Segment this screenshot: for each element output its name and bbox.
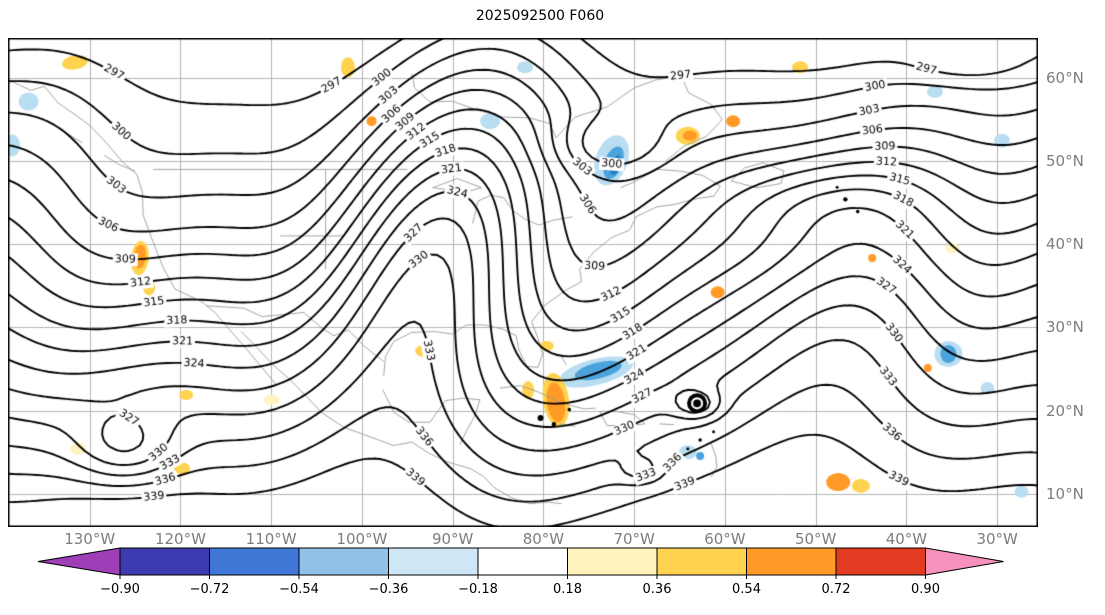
lon-tick-label: 80°W [522, 530, 565, 548]
colorbar-segment [119, 547, 210, 576]
colorbar-tick-label: 0.72 [821, 582, 851, 597]
colorbar-segment [388, 547, 479, 576]
colorbar-segment [477, 547, 568, 576]
colorbar-tick-label: −0.18 [458, 582, 498, 597]
colorbar-tick-label: −0.54 [279, 582, 319, 597]
lon-tick-label: 30°W [976, 530, 1018, 548]
colorbar-segment [209, 547, 300, 576]
colorbar-tick-label: 0.90 [911, 582, 940, 597]
figure-title: 2025092500 F060 [475, 8, 605, 24]
lat-tick-label: 40°N [1046, 235, 1084, 254]
lat-tick-label: 60°N [1046, 68, 1084, 87]
colorbar-segment [746, 547, 837, 576]
lon-tick-label: 90°W [431, 530, 474, 548]
lat-tick-label: 30°N [1046, 318, 1084, 337]
colorbar-tick-label: 0.54 [732, 582, 761, 597]
colorbar-tick-label: 0.18 [553, 582, 582, 597]
lon-tick-label: 50°W [794, 530, 837, 548]
colorbar-tick-label: −0.90 [100, 582, 140, 597]
colorbar-tick-label: 0.36 [642, 582, 672, 597]
lat-tick-label: 20°N [1046, 401, 1084, 420]
colorbar-segment [656, 547, 747, 576]
lon-tick-label: 100°W [336, 530, 388, 548]
colorbar-extend-left [37, 547, 121, 576]
map-plot-canvas [8, 38, 1038, 527]
colorbar-segment [835, 547, 926, 576]
lon-tick-label: 60°W [704, 530, 746, 548]
colorbar-tick-label: −0.72 [189, 582, 230, 597]
lon-tick-label: 70°W [613, 530, 655, 548]
lon-tick-label: 120°W [154, 530, 206, 548]
colorbar-segment [298, 547, 389, 576]
colorbar-extend-right [925, 547, 1004, 576]
lon-tick-label: 110°W [245, 530, 297, 548]
lon-tick-label: 130°W [64, 530, 116, 548]
lon-tick-label: 40°W [885, 530, 928, 548]
colorbar-tick-label: −0.36 [368, 582, 409, 597]
lat-tick-label: 10°N [1046, 484, 1084, 503]
lat-tick-label: 50°N [1046, 152, 1084, 171]
colorbar-segment [567, 547, 658, 576]
colorbar [37, 547, 1004, 579]
